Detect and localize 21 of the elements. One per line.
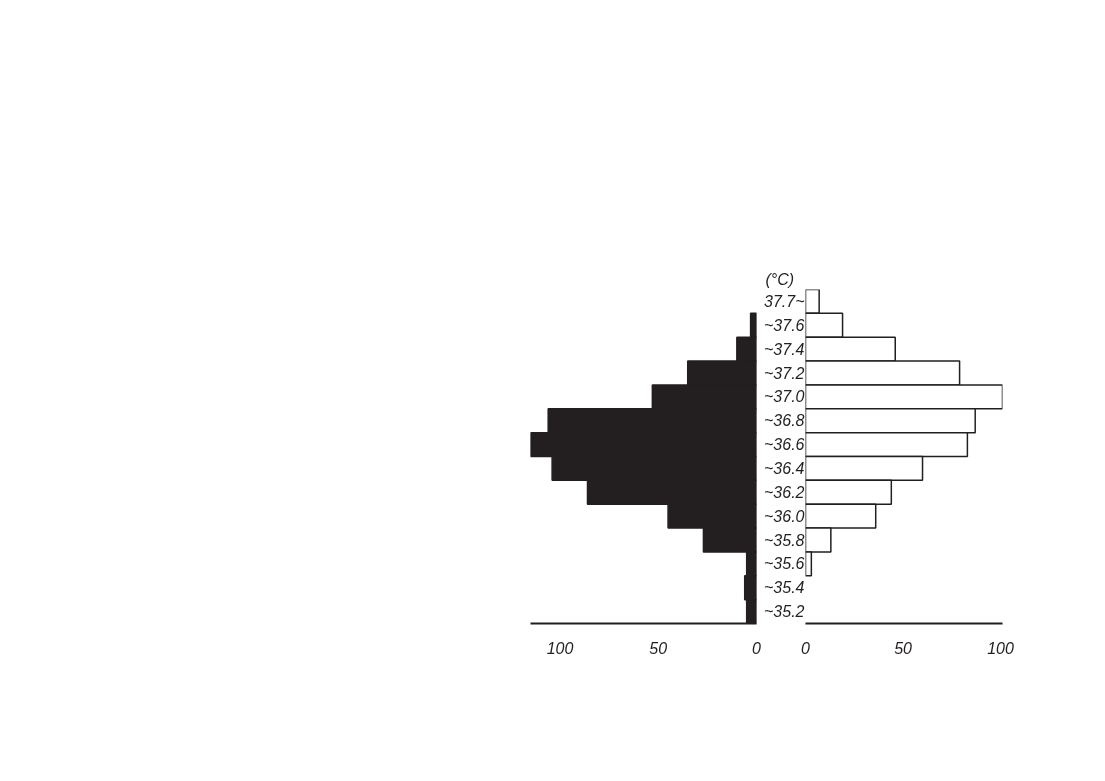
y-tick-label: ~35.6 — [764, 555, 805, 573]
y-tick-label: ~37.6 — [764, 316, 805, 334]
y-tick-label: 37.7~ — [764, 292, 805, 310]
x-tick-label: 50 — [894, 639, 913, 657]
y-tick-label: ~37.0 — [764, 388, 805, 406]
x-tick-label: 0 — [801, 639, 811, 657]
y-tick-label: ~36.6 — [764, 436, 805, 454]
y-tick-label: ~37.2 — [764, 364, 805, 382]
x-tick-label: 100 — [546, 639, 574, 657]
y-tick-label: ~35.8 — [764, 531, 805, 549]
y-tick-label: ~36.2 — [764, 483, 805, 501]
y-tick-label: ~36.8 — [764, 412, 805, 430]
y-tick-label: ~36.4 — [764, 459, 805, 477]
x-tick-label: 0 — [752, 639, 762, 657]
x-tick-label: 100 — [987, 639, 1014, 657]
y-tick-label: ~37.4 — [764, 340, 805, 358]
y-tick-label: ~35.4 — [764, 579, 805, 597]
x-tick-label: 50 — [649, 639, 668, 657]
y-tick-label: ~35.2 — [764, 603, 805, 621]
y-axis-title: (°C) — [765, 270, 795, 288]
y-tick-label: ~36.0 — [764, 507, 805, 525]
